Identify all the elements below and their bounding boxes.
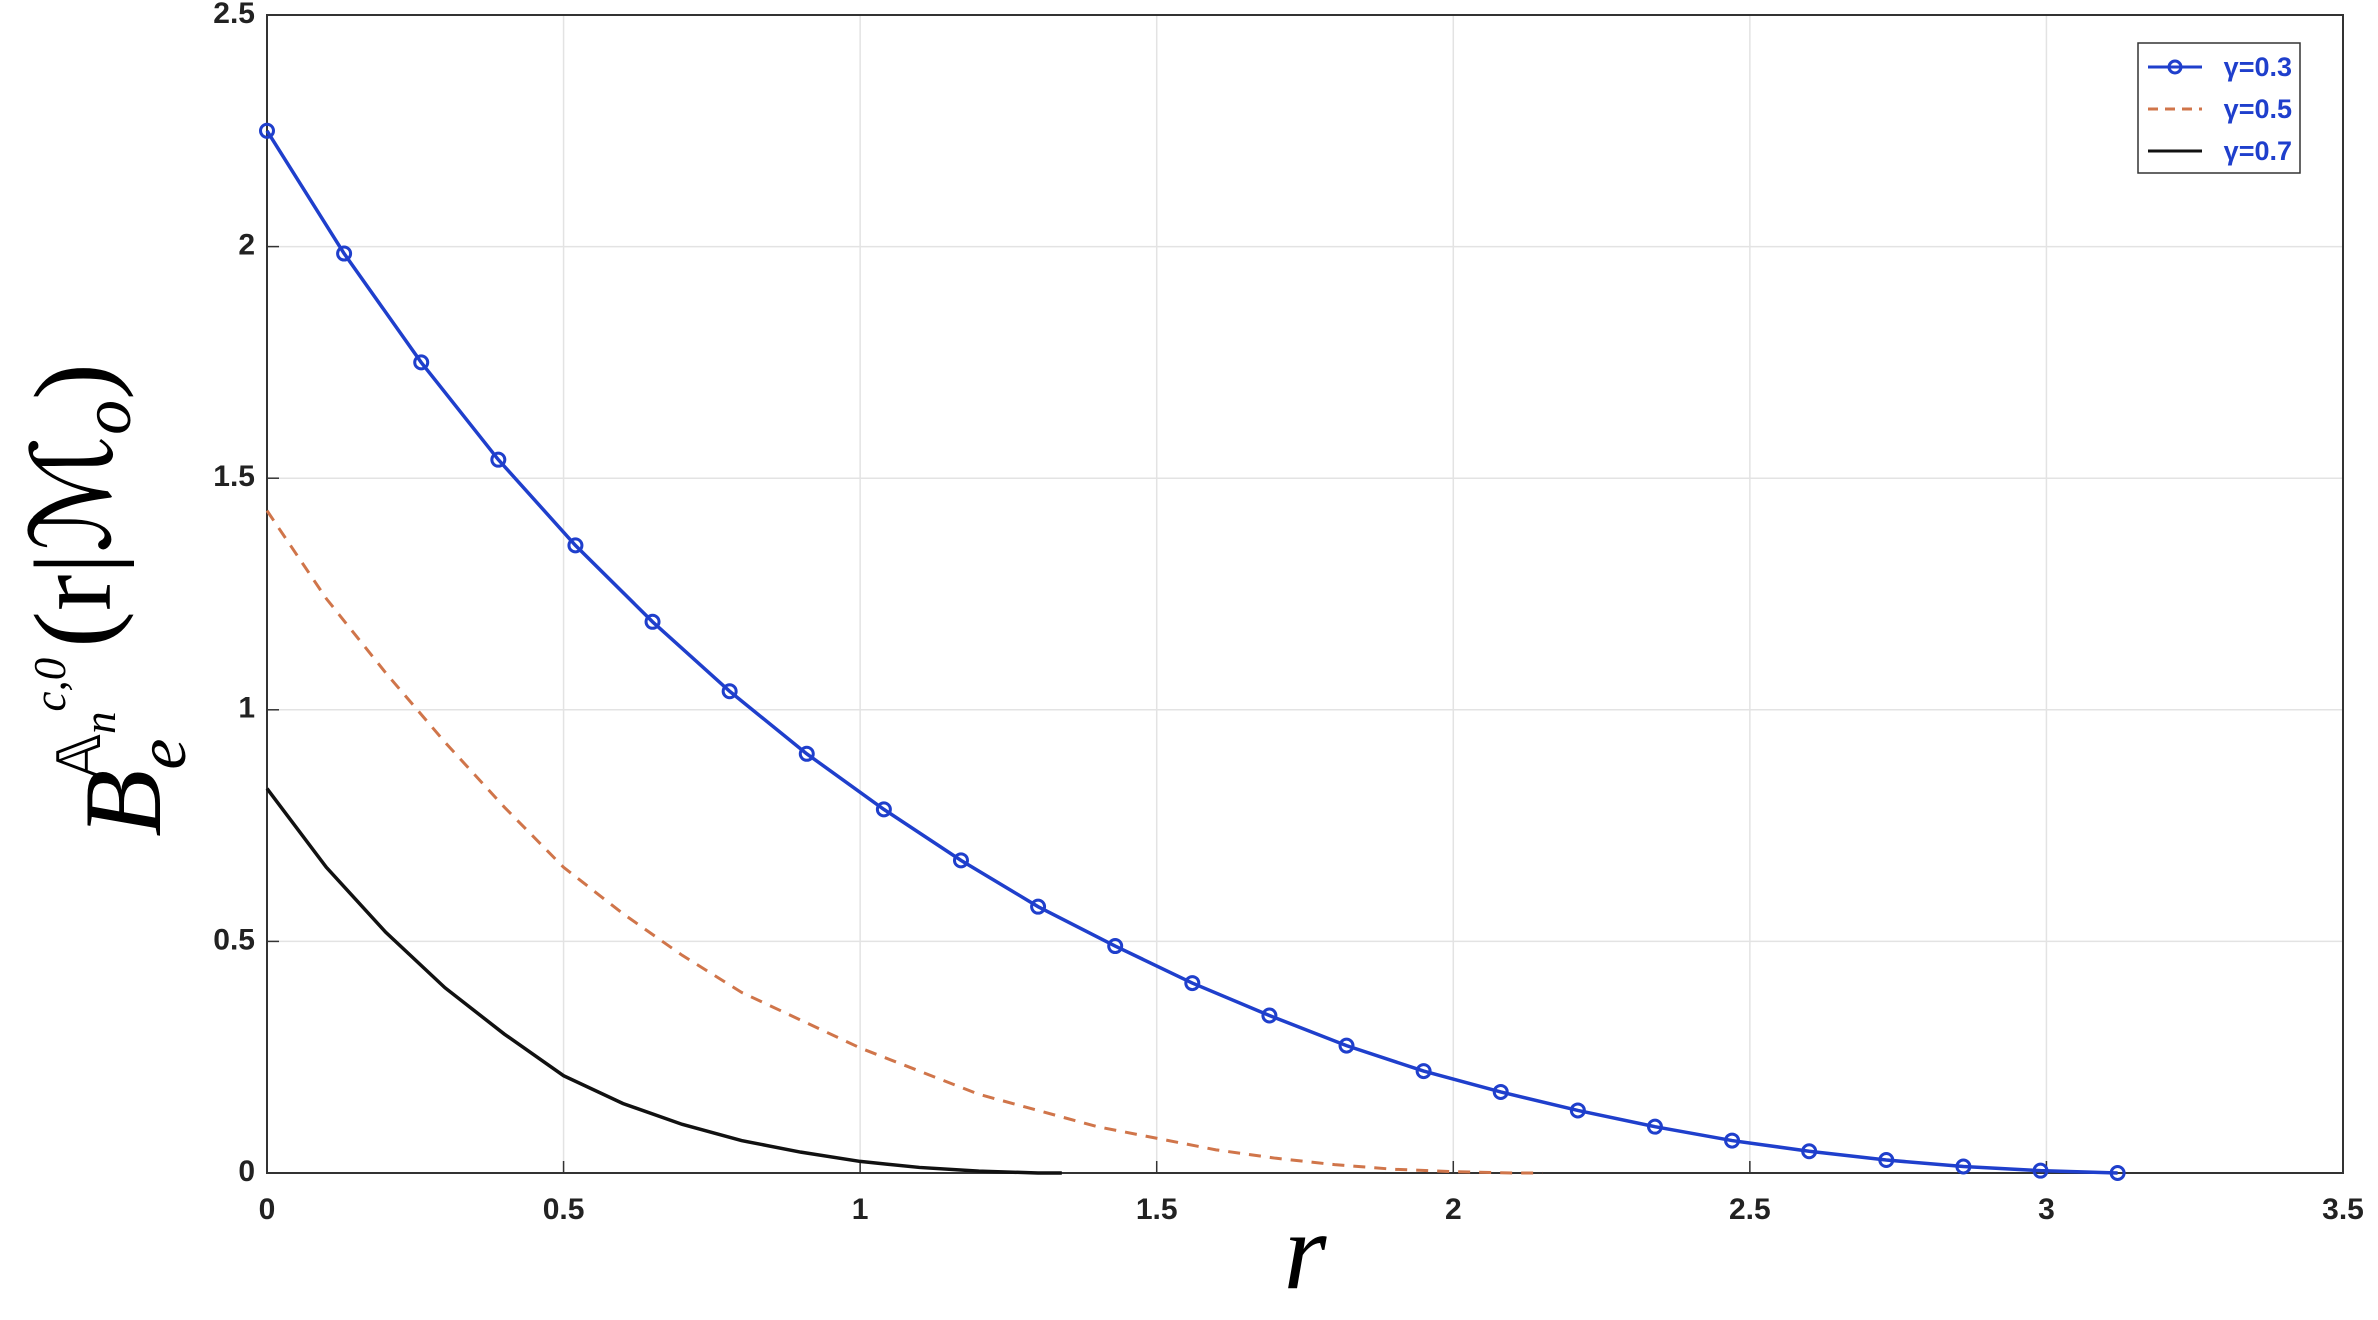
y-tick-label: 1.5 [213, 460, 255, 493]
data-point [1801, 1143, 1818, 1160]
x-tick-label: 2.5 [1729, 1193, 1771, 1226]
data-point [875, 801, 892, 818]
x-tick-label: 1.5 [1136, 1193, 1178, 1226]
y-label-part: o [69, 400, 146, 435]
data-point [798, 745, 815, 762]
data-point [721, 683, 738, 700]
data-point [1338, 1037, 1355, 1054]
x-axis-label: r [1284, 1190, 1328, 1312]
x-tick-label: 0.5 [543, 1193, 585, 1226]
series-line [265, 129, 2118, 1175]
data-point [1184, 975, 1201, 992]
data-point [2109, 1165, 2126, 1181]
data-point [2032, 1162, 2049, 1179]
data-point [1878, 1152, 1895, 1169]
legend-marker [2167, 59, 2183, 75]
y-label-part: c,0 [25, 658, 75, 712]
y-tick-label: 2.5 [213, 0, 255, 30]
y-label-part: 𝔸 [47, 734, 113, 778]
data-point [1955, 1158, 1972, 1175]
legend-label: γ=0.7 [2224, 136, 2292, 166]
y-tick-label: 0.5 [213, 923, 255, 956]
y-axis-label: Be𝔸nc,0 (r|ℳo) [12, 363, 201, 837]
data-point [1569, 1102, 1586, 1119]
y-tick-label: 2 [238, 229, 255, 262]
y-label-part: (r|ℳ [12, 435, 134, 648]
data-point [490, 451, 507, 468]
x-tick-label: 3 [2038, 1193, 2055, 1226]
data-point [259, 122, 275, 139]
series-line [265, 509, 1543, 1175]
data-point [1492, 1083, 1509, 1100]
y-label-part: n [75, 712, 125, 735]
y-tick-label: 0 [238, 1155, 255, 1188]
legend-label: γ=0.3 [2224, 52, 2292, 82]
x-tick-label: 0 [259, 1193, 276, 1226]
y-tick-label: 1 [238, 692, 255, 725]
x-tick-label: 1 [852, 1193, 869, 1226]
data-point [952, 852, 969, 869]
series-line [265, 787, 1062, 1175]
y-label-part: B [62, 770, 184, 837]
y-label-part: e [124, 738, 201, 769]
x-tick-label: 3.5 [2322, 1193, 2364, 1226]
data-point [644, 613, 661, 630]
data-point [1646, 1118, 1663, 1135]
data-point [336, 245, 353, 262]
data-point [1030, 898, 1047, 915]
y-label-part: ) [12, 363, 134, 400]
data-point [1107, 938, 1124, 955]
x-tick-label: 2 [1445, 1193, 1462, 1226]
plot-frame [266, 14, 2344, 1174]
data-point [1261, 1007, 1278, 1024]
data-point [567, 537, 584, 554]
data-point [413, 354, 430, 371]
data-point [1724, 1132, 1741, 1149]
data-point [1415, 1063, 1432, 1080]
legend-label: γ=0.5 [2224, 94, 2292, 124]
